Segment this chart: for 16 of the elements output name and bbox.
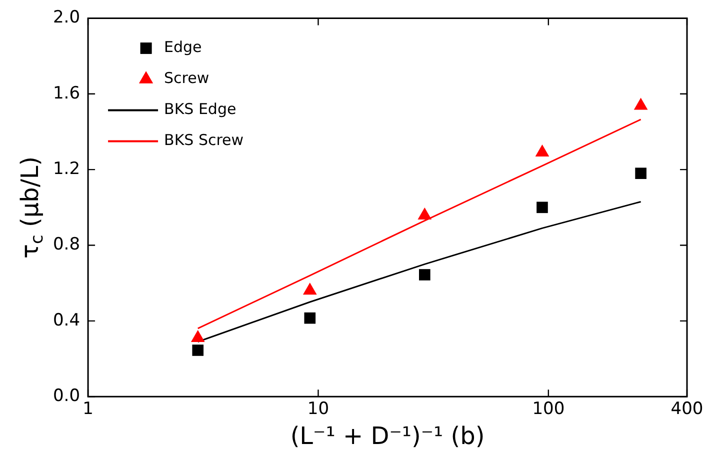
x-tick-label: 100	[532, 399, 565, 420]
y-tick-label: 1.2	[52, 158, 80, 179]
x-axis-title: (L⁻¹ + D⁻¹)⁻¹ (b)	[290, 422, 485, 450]
y-tick-label: 0.8	[52, 234, 80, 255]
y-tick-label: 0.0	[52, 386, 80, 406]
x-tick-label: 400	[670, 399, 704, 420]
y-axis-title: τc (μb/L)	[16, 156, 48, 258]
y-tick-label: 1.6	[52, 83, 80, 104]
legend-label: Edge	[164, 38, 202, 56]
x-tick-label: 10	[307, 399, 330, 420]
y-tick-label: 2.0	[52, 8, 80, 28]
legend-label: BKS Edge	[164, 100, 236, 118]
x-tick-label: 1	[82, 399, 94, 420]
legend-label: Screw	[164, 69, 210, 88]
legend-label: BKS Screw	[164, 131, 244, 150]
y-tick-label: 0.4	[52, 310, 80, 330]
